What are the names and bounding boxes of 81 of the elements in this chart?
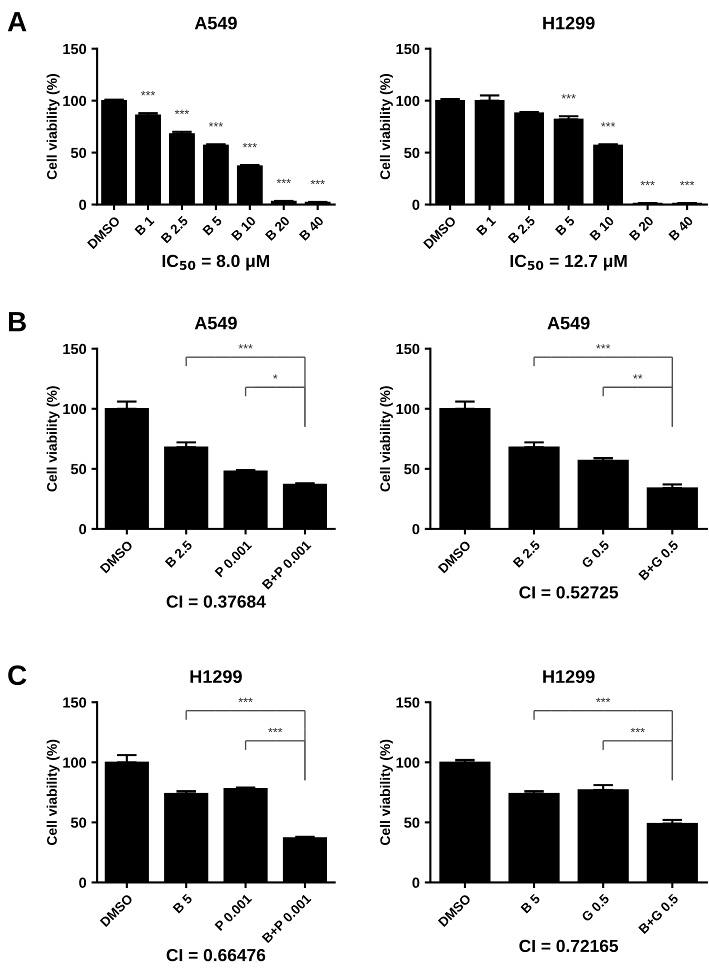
y-tick-label: 100 xyxy=(63,96,86,106)
annotation: *** xyxy=(640,180,655,186)
chart-title: A549 xyxy=(547,316,590,330)
y-axis-title: Cell viability (%) xyxy=(46,386,60,492)
y-tick-label: 150 xyxy=(396,44,420,54)
y-axis-title: Cell viability (%) xyxy=(380,74,393,180)
x-tick-label: B 5 xyxy=(202,216,222,236)
x-axis-title: IC$_{50}$ = 8.0 μM xyxy=(162,254,270,270)
x-tick-label: B 2.5 xyxy=(164,540,193,568)
annotation: *** xyxy=(268,728,282,732)
y-tick-label: 150 xyxy=(63,697,86,708)
y-tick-label: 100 xyxy=(63,404,86,414)
text: A xyxy=(8,12,26,32)
chart-title: H1299 xyxy=(543,16,595,30)
x-tick-label: B 40 xyxy=(668,216,694,241)
annotation: *** xyxy=(630,728,645,732)
y-tick-label: 150 xyxy=(396,697,420,708)
x-tick-label: G 0.5 xyxy=(580,540,610,569)
y-tick-label: 150 xyxy=(63,344,86,354)
chart-title: H1299 xyxy=(190,670,242,683)
annotation: *** xyxy=(242,142,257,148)
x-tick-label: B 40 xyxy=(298,216,324,241)
text: C xyxy=(8,665,26,686)
y-axis-title: Cell viability (%) xyxy=(380,386,393,492)
text: *** xyxy=(596,698,610,702)
annotation: ** xyxy=(633,374,642,379)
annotation: *** xyxy=(208,122,223,127)
y-axis-title: Cell viability (%) xyxy=(46,74,60,180)
annotation: *** xyxy=(601,122,616,127)
x-axis-title: IC$_{50}$ = 12.7 μM xyxy=(510,254,627,270)
x-tick-label: B 10 xyxy=(230,216,256,241)
y-axis-title: Cell viability (%) xyxy=(46,740,60,846)
annotation: *** xyxy=(680,180,694,186)
x-tick-label: B 2.5 xyxy=(512,540,541,568)
text: *** xyxy=(238,698,253,702)
annotation: *** xyxy=(310,180,325,184)
y-tick-label: 0 xyxy=(79,200,86,210)
x-tick-label: B 1 xyxy=(134,216,155,236)
y-tick-label: 0 xyxy=(412,524,420,534)
text: B xyxy=(8,312,26,332)
y-tick-label: 150 xyxy=(63,44,86,54)
text: *** xyxy=(596,344,610,349)
x-axis-title: CI = 0.37684 xyxy=(166,595,266,608)
x-tick-label: B 5 xyxy=(520,893,541,914)
x-tick-label: B 20 xyxy=(628,216,654,241)
y-tick-label: 150 xyxy=(396,344,420,354)
x-tick-label: G 0.5 xyxy=(580,893,610,922)
annotation: *** xyxy=(276,178,291,184)
annotation: * xyxy=(273,374,278,379)
y-tick-label: 0 xyxy=(79,524,86,534)
x-axis-title: CI = 0.52725 xyxy=(519,586,618,599)
x-tick-label: B 2.5 xyxy=(508,215,536,244)
y-tick-label: 50 xyxy=(404,148,420,158)
y-tick-label: 0 xyxy=(79,878,86,888)
y-tick-label: 50 xyxy=(404,464,420,474)
y-tick-label: 0 xyxy=(412,200,420,210)
x-tick-label: B 1 xyxy=(476,216,496,236)
chart-title: H1299 xyxy=(543,670,595,683)
y-tick-label: 50 xyxy=(70,464,86,474)
x-axis-title: CI = 0.72165 xyxy=(519,940,618,952)
y-tick-label: 100 xyxy=(63,757,86,768)
annotation: *** xyxy=(174,110,190,114)
x-tick-label: B 2.5 xyxy=(160,215,189,244)
chart-title: A549 xyxy=(194,16,237,30)
y-tick-label: 100 xyxy=(396,757,420,768)
x-tick-label: B 20 xyxy=(264,216,290,241)
annotation: *** xyxy=(140,91,156,96)
y-tick-label: 100 xyxy=(396,96,420,106)
x-tick-label: B 5 xyxy=(172,893,193,914)
x-axis-title: CI = 0.66476 xyxy=(166,948,266,962)
x-tick-label: B 5 xyxy=(555,216,576,236)
y-tick-label: 50 xyxy=(70,148,86,158)
annotation: *** xyxy=(562,94,576,99)
y-tick-label: 0 xyxy=(412,878,420,888)
y-tick-label: 100 xyxy=(396,404,420,414)
y-axis-title: Cell viability (%) xyxy=(380,740,393,846)
text: *** xyxy=(238,344,253,349)
y-tick-label: 50 xyxy=(404,817,420,828)
y-tick-label: 50 xyxy=(70,817,86,828)
x-tick-label: B 10 xyxy=(589,216,615,241)
chart-title: A549 xyxy=(194,316,237,330)
